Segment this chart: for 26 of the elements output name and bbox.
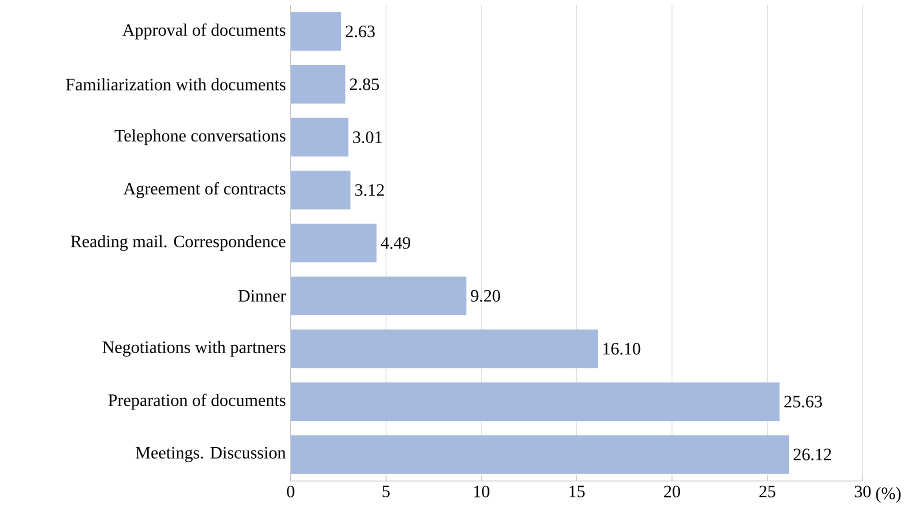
y-tick-label: Preparation of documents — [108, 394, 286, 410]
data-label: 3.12 — [355, 184, 384, 196]
x-tick-label: 15 — [570, 486, 585, 498]
data-label: 3.01 — [353, 131, 382, 144]
y-tick-label: Dinner — [238, 290, 286, 302]
y-tick-label: Familiarization with documents — [66, 78, 286, 90]
data-label: 4.49 — [380, 237, 410, 249]
y-tick-label: Negotiations with partners — [102, 340, 286, 357]
y-tick-label: Approval of documents — [122, 23, 286, 40]
x-tick-label: 25 — [759, 486, 776, 498]
data-label: 25.63 — [784, 396, 822, 408]
x-tick-label: 20 — [664, 486, 680, 498]
x-tick-label: 30 — [854, 486, 871, 498]
data-label: 2.85 — [350, 78, 379, 90]
y-tick-label: Reading mail. Correspondence — [70, 235, 286, 251]
y-tick-label: Meetings. Discussion — [136, 446, 286, 462]
x-tick-label: 10 — [474, 486, 490, 498]
y-tick-label: Telephone conversations — [114, 129, 286, 146]
data-label: 26.12 — [794, 448, 832, 460]
data-label: 9.20 — [470, 290, 500, 302]
x-tick-label: 0 — [287, 486, 294, 498]
x-tick-label: 5 — [382, 486, 390, 498]
data-label: 2.63 — [346, 26, 375, 38]
x-axis-title: (%) — [876, 487, 901, 503]
y-tick-label: Agreement of contracts — [123, 182, 286, 198]
data-label: 16.10 — [603, 342, 640, 355]
